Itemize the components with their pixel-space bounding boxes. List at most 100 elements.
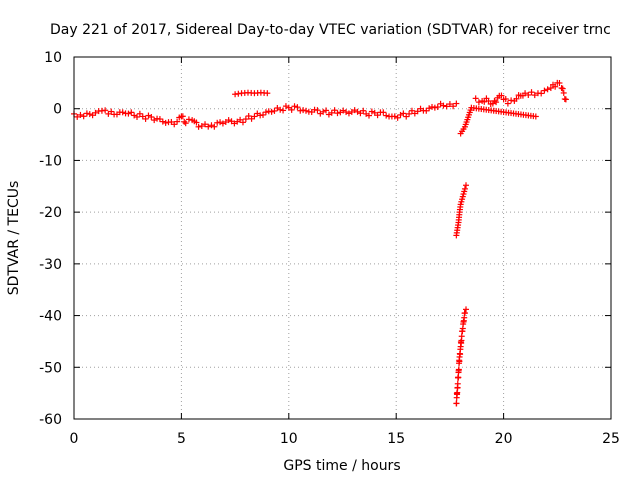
x-tick-label: 20 xyxy=(495,431,513,447)
data-point xyxy=(185,116,192,123)
data-point xyxy=(288,106,295,113)
data-point xyxy=(408,107,415,114)
data-point xyxy=(455,374,462,381)
data-point xyxy=(455,366,462,373)
data-point xyxy=(541,87,548,94)
data-point xyxy=(195,123,202,130)
data-point xyxy=(552,83,559,90)
data-point xyxy=(86,111,93,118)
data-point xyxy=(406,110,413,117)
y-tick-label: -10 xyxy=(39,153,62,169)
data-point xyxy=(251,113,258,120)
data-point xyxy=(262,109,269,116)
data-point xyxy=(260,111,267,118)
data-point xyxy=(334,110,341,117)
data-point xyxy=(429,103,435,110)
data-point xyxy=(264,90,271,97)
data-point xyxy=(528,89,535,96)
data-point xyxy=(92,109,99,116)
y-tick-label: -60 xyxy=(39,412,62,428)
data-point xyxy=(472,95,479,102)
data-point xyxy=(297,107,304,114)
data-point xyxy=(446,101,453,108)
data-point xyxy=(547,85,554,92)
data-point xyxy=(182,120,189,127)
data-point xyxy=(522,90,529,97)
data-point xyxy=(128,109,135,116)
data-point xyxy=(159,118,166,125)
data-point xyxy=(475,99,482,106)
data-point xyxy=(426,105,433,112)
data-point xyxy=(171,121,178,128)
y-tick-label: -50 xyxy=(39,360,62,376)
data-point xyxy=(193,119,200,126)
data-point xyxy=(198,123,205,130)
data-point xyxy=(434,104,441,111)
data-point xyxy=(239,119,246,126)
plot-frame xyxy=(73,56,612,420)
data-point xyxy=(440,102,447,109)
data-point xyxy=(242,116,249,123)
data-point xyxy=(383,112,390,119)
y-axis-label: SDTVAR / TECUs xyxy=(6,181,22,296)
x-tick-label: 25 xyxy=(602,431,620,447)
data-point xyxy=(134,113,141,120)
data-point xyxy=(214,119,221,126)
data-point xyxy=(374,112,381,119)
data-point xyxy=(148,113,155,120)
data-point xyxy=(323,107,330,114)
data-point xyxy=(493,99,500,106)
data-point xyxy=(300,107,307,114)
data-point xyxy=(136,110,143,117)
axis-ticks: 0 5 10 15 20 25 -60 -50 -40 -30 -20 -10 0 10 xyxy=(39,50,620,447)
data-point xyxy=(77,111,84,118)
data-point xyxy=(513,95,520,102)
data-point xyxy=(360,107,367,114)
y-tick-label: 10 xyxy=(44,50,62,66)
data-point xyxy=(525,91,532,98)
data-point xyxy=(504,100,511,107)
data-point xyxy=(454,380,461,387)
data-point xyxy=(211,123,218,130)
data-point xyxy=(280,107,287,114)
data-point xyxy=(268,108,275,115)
x-tick-label: 15 xyxy=(387,431,405,447)
x-axis-label: GPS time / hours xyxy=(283,458,400,474)
data-point xyxy=(556,80,563,87)
data-point xyxy=(277,106,284,113)
data-point xyxy=(485,97,492,104)
data-point xyxy=(394,114,401,121)
data-point xyxy=(174,118,181,125)
data-point xyxy=(538,90,545,97)
data-point xyxy=(328,109,335,116)
data-point xyxy=(431,104,438,111)
data-point xyxy=(463,182,470,189)
data-point xyxy=(461,185,468,192)
data-point xyxy=(400,110,407,117)
data-point xyxy=(531,92,538,99)
chart-title: Day 221 of 2017, Sidereal Day-to-day VTE… xyxy=(50,22,611,38)
data-point xyxy=(532,113,539,120)
data-point xyxy=(463,306,470,313)
data-point xyxy=(560,89,567,96)
data-point xyxy=(271,107,278,114)
data-point xyxy=(391,113,398,120)
data-point xyxy=(108,108,115,115)
data-point xyxy=(225,117,232,124)
data-point xyxy=(202,121,209,128)
data-point xyxy=(343,109,350,116)
y-tick-label: -30 xyxy=(39,257,62,273)
data-point xyxy=(559,85,566,92)
data-point xyxy=(245,113,252,120)
data-point xyxy=(380,109,387,116)
data-point xyxy=(80,113,87,120)
data-point xyxy=(151,117,158,124)
grid xyxy=(74,57,611,419)
data-point xyxy=(403,113,410,120)
data-point xyxy=(331,107,338,114)
data-point xyxy=(453,100,460,107)
data-point xyxy=(453,400,460,407)
x-tick-label: 0 xyxy=(70,431,79,447)
data-point xyxy=(481,98,488,105)
x-tick-label: 10 xyxy=(280,431,298,447)
